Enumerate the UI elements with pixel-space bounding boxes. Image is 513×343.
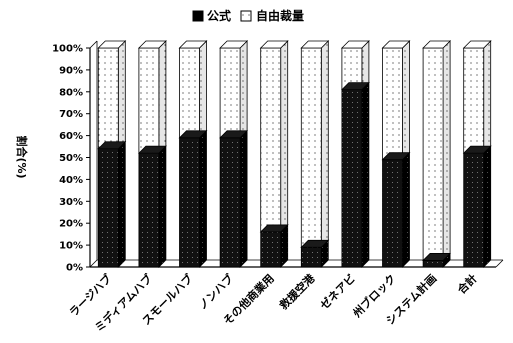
bar-group	[178, 40, 208, 268]
y-tick-label: 50%	[59, 153, 83, 164]
bar-official-side	[402, 151, 410, 268]
y-axis-title: 割合(%)	[15, 135, 29, 178]
bar-discretionary	[260, 47, 282, 233]
x-tick-label: 救援空港	[276, 271, 318, 313]
y-tick-label: 10%	[59, 241, 83, 252]
bar-top-face	[422, 40, 452, 49]
bar-discretionary-side	[199, 40, 207, 139]
bar-boundary-face	[219, 130, 249, 139]
bar-group	[300, 40, 330, 268]
bar-discretionary-side	[117, 40, 126, 150]
legend-label-official: 公式	[207, 8, 231, 23]
bar-top-face	[340, 40, 370, 49]
bar-official	[260, 231, 282, 268]
x-tick-label: ノンハブ	[195, 271, 236, 312]
bar-top-face	[97, 40, 127, 49]
bar-group	[219, 40, 249, 268]
y-tick-label: 80%	[59, 87, 83, 98]
bar-boundary-face	[340, 82, 370, 91]
bar-discretionary	[300, 47, 322, 248]
y-tick-label: 90%	[59, 65, 83, 76]
bar-official	[341, 89, 363, 268]
floor-left-edge	[89, 259, 98, 268]
y-tick-label: 60%	[59, 131, 83, 142]
legend: 公式 自由裁量	[192, 8, 304, 23]
bar-top-face	[381, 40, 411, 49]
bar-discretionary-side	[483, 40, 492, 155]
bar-discretionary	[219, 47, 241, 139]
bar-boundary-face	[137, 145, 167, 154]
bar-group	[97, 40, 127, 268]
bar-boundary-face	[178, 130, 208, 139]
bar-discretionary	[463, 47, 485, 154]
y-tick-label: 20%	[59, 219, 83, 230]
legend-label-discretionary: 自由裁量	[256, 8, 304, 23]
y-tick-label: 40%	[59, 175, 83, 186]
bar-group	[381, 40, 411, 268]
bar-group	[462, 40, 492, 268]
bar-official	[382, 159, 403, 268]
bar-official	[463, 152, 485, 268]
bar-group	[259, 40, 289, 268]
bar-discretionary	[97, 47, 119, 150]
bar-official	[219, 137, 241, 268]
bar-boundary-face	[422, 253, 452, 261]
bar-official	[422, 260, 444, 268]
y-tick-label: 70%	[59, 109, 83, 120]
legend-swatch-discretionary	[240, 10, 252, 22]
bar-discretionary-side	[320, 40, 329, 249]
bar-official	[97, 148, 119, 268]
legend-swatch-official	[192, 10, 204, 22]
bar-group	[137, 40, 167, 268]
floor-right-edge	[495, 259, 504, 268]
bar-official-side	[199, 129, 207, 268]
top-left-edge	[89, 40, 98, 49]
y-tick-label: 0%	[66, 263, 83, 274]
bar-official-side	[239, 129, 248, 268]
bar-official-side	[483, 145, 492, 268]
bar-official-side	[361, 81, 370, 268]
bar-discretionary	[179, 47, 200, 139]
x-tick-label: 合計	[454, 271, 479, 296]
bar-official-side	[117, 140, 126, 268]
bar-discretionary	[422, 47, 444, 261]
bar-discretionary-side	[158, 40, 167, 155]
bar-official	[179, 137, 200, 268]
bar-top-face	[462, 40, 492, 49]
bar-boundary-face	[381, 152, 411, 161]
bar-group	[340, 40, 370, 268]
bar-top-face	[259, 40, 289, 49]
y-tick-label: 30%	[59, 197, 83, 208]
bar-boundary-face	[97, 141, 127, 150]
bar-discretionary-side	[442, 40, 451, 262]
x-tick-label: ゼネアビ	[317, 271, 358, 312]
bar-discretionary	[382, 47, 403, 161]
bar-discretionary-side	[239, 40, 248, 139]
bar-boundary-face	[462, 145, 492, 154]
bar-top-face	[219, 40, 249, 49]
bar-discretionary-side	[280, 40, 289, 233]
bar-group	[422, 40, 452, 268]
bar-boundary-face	[300, 239, 330, 248]
bar-top-face	[300, 40, 330, 49]
bar-top-face	[178, 40, 208, 49]
y-ticks: 0% 10% 20% 30% 40% 50% 60% 70% 80% 90% 100%	[52, 44, 90, 274]
bar-official	[138, 152, 160, 268]
y-tick-label: 100%	[52, 44, 83, 55]
bars	[97, 40, 492, 268]
bar-top-face	[137, 40, 167, 49]
bar-official-side	[158, 145, 167, 268]
bar-discretionary-side	[402, 40, 410, 161]
bar-discretionary	[138, 47, 160, 154]
bar-official	[300, 246, 322, 268]
bar-boundary-face	[259, 224, 289, 233]
